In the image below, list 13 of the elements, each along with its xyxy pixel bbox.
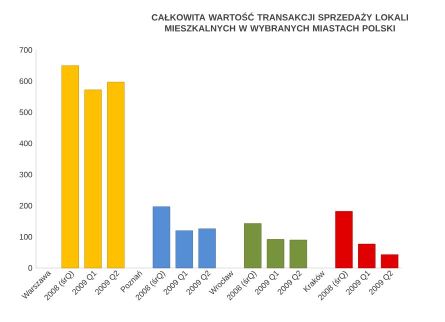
bar: [335, 211, 353, 268]
bar: [62, 65, 79, 268]
chart-title: CAŁKOWITA WARTOŚĆ TRANSAKCJI SPRZEDAŻY LOKALI MIESZKALNYCH W WYBRANYCH MIASTACH POLSKI: [152, 12, 408, 32]
bar: [358, 244, 376, 268]
bar: [198, 228, 216, 268]
bar: [84, 90, 102, 268]
bar: [290, 240, 308, 268]
bar: [107, 82, 125, 268]
bar: [244, 223, 262, 268]
bar: [380, 254, 398, 268]
bar: [266, 239, 284, 268]
bar: [176, 230, 193, 268]
bar: [152, 206, 170, 268]
